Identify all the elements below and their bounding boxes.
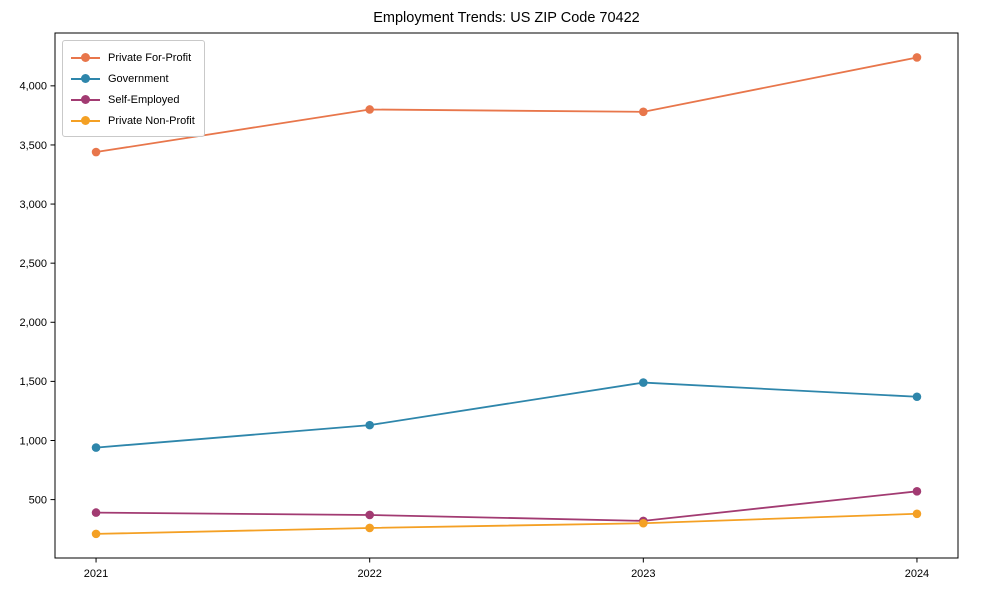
series-line — [96, 512, 917, 535]
legend-item: Self-Employed — [71, 89, 195, 110]
data-point-marker — [91, 147, 101, 157]
series-line — [95, 56, 918, 153]
data-point-marker — [639, 378, 648, 387]
legend-item: Private For-Profit — [71, 47, 195, 68]
data-point-marker — [912, 392, 922, 402]
data-point-marker — [365, 523, 374, 533]
y-tick-label: 2,500 — [19, 258, 47, 270]
x-tick-label: 2022 — [357, 568, 381, 580]
data-point-marker — [639, 107, 648, 117]
legend-item: Government — [71, 68, 195, 89]
x-tick-label: 2021 — [84, 568, 108, 580]
data-point-marker — [639, 518, 648, 528]
y-tick-label: 1,500 — [19, 376, 47, 388]
legend: Private For-Profit Government Self-Emplo… — [62, 40, 205, 137]
legend-line-marker-icon — [71, 94, 100, 105]
x-tick-label: 2024 — [905, 568, 929, 580]
plot-border — [54, 32, 959, 559]
series-line — [96, 490, 918, 522]
legend-label: Self-Employed — [108, 93, 180, 106]
legend-label: Private For-Profit — [108, 51, 192, 64]
y-tick-label: 2,000 — [19, 317, 47, 329]
legend-item: Private Non-Profit — [71, 110, 195, 131]
legend-line-marker-icon — [71, 73, 100, 84]
data-point-marker — [912, 487, 922, 496]
y-tick-label: 1,000 — [19, 435, 47, 447]
data-point-marker — [365, 105, 374, 114]
legend-line-marker-icon — [71, 115, 100, 126]
data-point-marker — [91, 443, 101, 452]
y-tick-label: 4,000 — [19, 81, 47, 93]
data-point-marker — [91, 529, 101, 539]
y-tick-label: 3,000 — [19, 199, 47, 211]
data-point-marker — [365, 420, 374, 430]
legend-line-marker-icon — [71, 52, 100, 63]
data-point-marker — [91, 508, 101, 517]
data-point-marker — [912, 53, 922, 62]
legend-label: Private Non-Profit — [108, 114, 195, 127]
y-tick-label: 3,500 — [19, 140, 47, 152]
data-point-marker — [912, 509, 922, 519]
y-tick-label: 500 — [29, 494, 47, 506]
data-point-marker — [365, 510, 374, 520]
legend-label: Government — [108, 72, 169, 85]
chart-title: Employment Trends: US ZIP Code 70422 — [373, 10, 640, 26]
x-tick-label: 2023 — [631, 568, 655, 580]
series-line — [95, 381, 918, 449]
